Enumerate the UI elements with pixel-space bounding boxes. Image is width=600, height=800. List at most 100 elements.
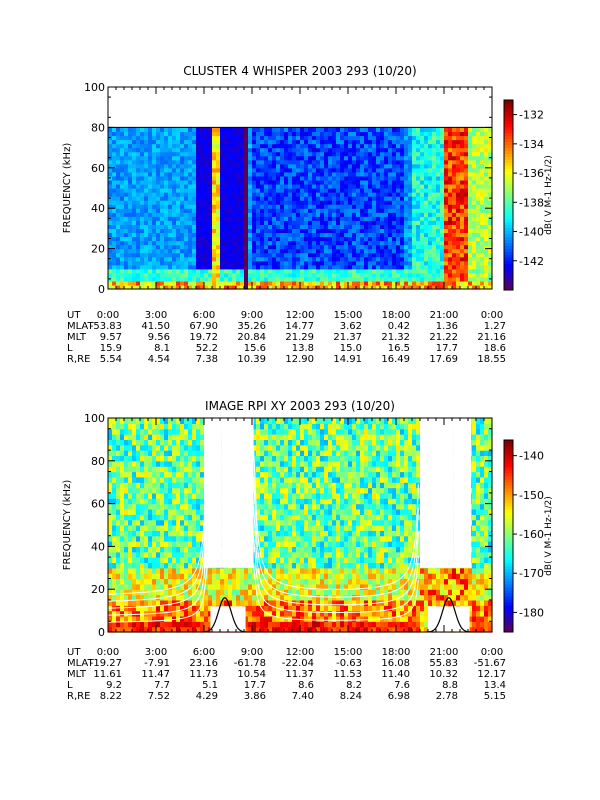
spectrogram-cell bbox=[148, 418, 153, 424]
spectrogram-cell bbox=[320, 204, 325, 209]
spectrogram-cell bbox=[332, 135, 337, 141]
spectrogram-cell bbox=[416, 147, 421, 153]
spectrogram-cell bbox=[188, 268, 193, 274]
spectrogram-cell bbox=[124, 131, 129, 137]
spectrogram-cell bbox=[148, 530, 153, 537]
spectrogram-cell bbox=[380, 192, 385, 197]
spectrogram-cell bbox=[196, 626, 201, 633]
spectrogram-cell bbox=[404, 171, 409, 177]
spectrogram-cell bbox=[372, 143, 377, 149]
spectrogram-cell bbox=[316, 284, 321, 290]
spectrogram-cell bbox=[120, 589, 125, 596]
spectrogram-cell bbox=[220, 216, 225, 221]
spectrogram-cell bbox=[192, 418, 197, 424]
spectrogram-cell bbox=[124, 228, 129, 234]
spectrogram-cell bbox=[136, 212, 141, 217]
spectrogram-cell bbox=[384, 192, 389, 197]
spectrogram-cell bbox=[220, 159, 225, 165]
spectrogram-cell bbox=[164, 260, 169, 266]
spectrogram-cell bbox=[108, 228, 113, 234]
spectrogram-cell bbox=[240, 151, 245, 157]
spectrogram-cell bbox=[312, 280, 317, 286]
spectrogram-cell bbox=[316, 163, 321, 169]
spectrogram-cell bbox=[156, 428, 161, 435]
spectrogram-cell bbox=[340, 147, 345, 153]
spectrogram-cell bbox=[156, 519, 161, 526]
spectrogram-cell bbox=[140, 248, 145, 254]
spectrogram-cell bbox=[312, 167, 317, 173]
spectrogram-cell bbox=[412, 183, 417, 189]
spectrogram-cell bbox=[312, 159, 317, 165]
spectrogram-cell bbox=[304, 139, 309, 145]
spectrogram-cell bbox=[268, 188, 273, 193]
spectrogram-cell bbox=[404, 131, 409, 137]
spectrogram-cell bbox=[332, 224, 337, 229]
spectrogram-cell bbox=[280, 228, 285, 234]
spectrogram-cell bbox=[452, 216, 457, 221]
spectrogram-cell bbox=[488, 280, 493, 286]
spectrogram-cell bbox=[216, 139, 221, 145]
spectrogram-cell bbox=[464, 188, 469, 193]
spectrogram-cell bbox=[168, 546, 173, 553]
spectrogram-cell bbox=[176, 280, 181, 286]
spectrogram-cell bbox=[144, 171, 149, 177]
spectrogram-cell bbox=[456, 159, 461, 165]
spectrogram-cell bbox=[180, 212, 185, 217]
spectrogram-cell bbox=[340, 208, 345, 213]
spectrogram-cell bbox=[408, 248, 413, 254]
spectrogram-cell bbox=[180, 135, 185, 141]
spectrogram-cell bbox=[340, 216, 345, 221]
spectrogram-cell bbox=[320, 147, 325, 153]
spectrogram-cell bbox=[356, 143, 361, 149]
spectrogram-cell bbox=[176, 423, 181, 430]
spectrogram-cell bbox=[188, 428, 193, 435]
spectrogram-cell bbox=[180, 599, 185, 606]
spectrogram-cell bbox=[256, 135, 261, 141]
spectrogram-cell bbox=[288, 179, 293, 185]
spectrogram-cell bbox=[196, 196, 201, 201]
spectrogram-cell bbox=[236, 224, 241, 229]
spectrogram-cell bbox=[184, 143, 189, 149]
spectrogram-cell bbox=[132, 444, 137, 451]
spectrogram-cell bbox=[212, 244, 217, 250]
spectrogram-cell bbox=[444, 216, 449, 221]
spectrogram-cell bbox=[312, 256, 317, 262]
spectrogram-cell bbox=[176, 175, 181, 181]
spectrogram-cell bbox=[168, 530, 173, 537]
spectrogram-cell bbox=[440, 236, 445, 242]
spectrogram-cell bbox=[316, 252, 321, 258]
spectrogram-cell bbox=[212, 284, 217, 290]
spectrogram-cell bbox=[116, 264, 121, 270]
spectrogram-cell bbox=[200, 155, 205, 161]
spectrogram-cell bbox=[180, 508, 185, 515]
spectrogram-cell bbox=[488, 143, 493, 149]
spectrogram-cell bbox=[140, 135, 145, 141]
spectrogram-cell bbox=[276, 171, 281, 177]
spectrogram-cell bbox=[384, 272, 389, 278]
spectrogram-cell bbox=[140, 455, 145, 462]
spectrogram-cell bbox=[272, 135, 277, 141]
spectrogram-cell bbox=[180, 280, 185, 286]
spectrogram-cell bbox=[184, 216, 189, 221]
spectrogram-cell bbox=[216, 224, 221, 229]
spectrogram-cell bbox=[132, 589, 137, 596]
spectrogram-cell bbox=[168, 423, 173, 430]
spectrogram-cell bbox=[404, 264, 409, 270]
spectrogram-cell bbox=[224, 208, 229, 213]
spectrogram-cell bbox=[128, 621, 133, 628]
spectrogram-cell bbox=[348, 200, 353, 205]
spectrogram-cell bbox=[344, 228, 349, 234]
spectrogram-cell bbox=[480, 280, 485, 286]
spectrogram-cell bbox=[168, 159, 173, 165]
spectrogram-cell bbox=[444, 280, 449, 286]
spectrogram-cell bbox=[260, 240, 265, 246]
spectrogram-cell bbox=[416, 224, 421, 229]
spectrogram-cell bbox=[224, 147, 229, 153]
spectrogram-cell bbox=[256, 147, 261, 153]
spectrogram-cell bbox=[316, 224, 321, 229]
spectrogram-cell bbox=[372, 204, 377, 209]
spectrogram-cell bbox=[324, 212, 329, 217]
spectrogram-cell bbox=[240, 127, 245, 133]
spectrogram-cell bbox=[116, 240, 121, 246]
